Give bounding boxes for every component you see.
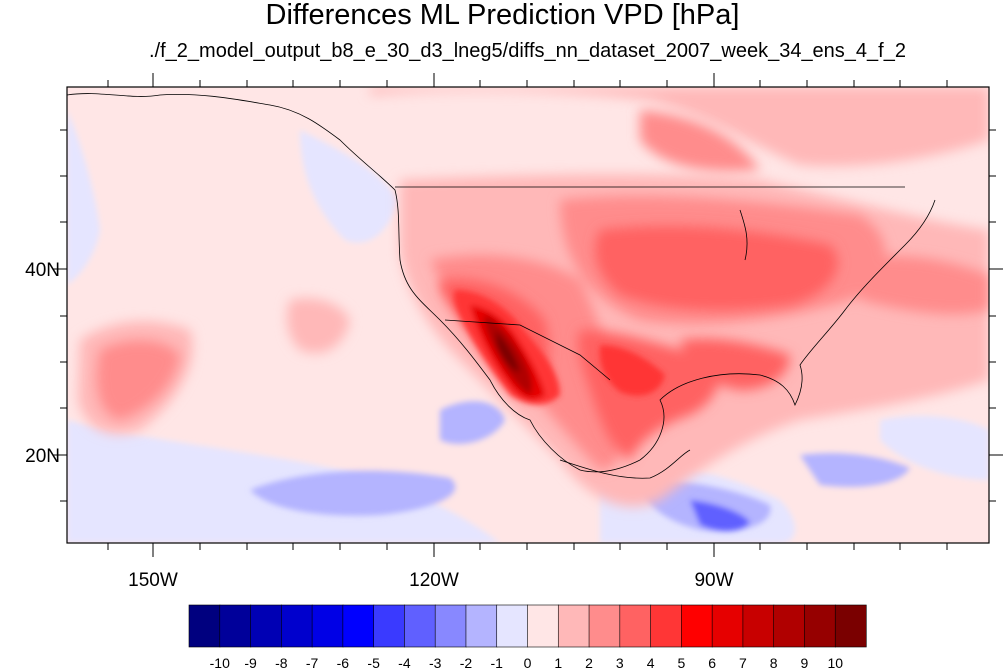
colorbar-swatch <box>342 604 375 648</box>
tick-marks <box>53 73 1003 557</box>
gulf-atlantic-coast <box>639 199 936 461</box>
page-subtitle: ./f_2_model_output_b8_e_30_d3_lneg5/diff… <box>149 40 906 62</box>
colorbar-label: 5 <box>677 655 685 671</box>
colorbar-swatch <box>373 604 406 648</box>
colorbar-swatch <box>527 604 559 648</box>
colorbar-label: 3 <box>616 655 624 671</box>
colorbar-label: 4 <box>647 655 655 671</box>
field-dark-red <box>453 290 665 405</box>
colorbar-label: -5 <box>367 655 380 671</box>
colorbar-swatch <box>619 604 652 648</box>
colorbar-label: 6 <box>708 655 716 671</box>
lon-label-120w: 120W <box>409 570 459 591</box>
colorbar-swatch <box>311 604 344 648</box>
colorbar-label: -6 <box>337 655 350 671</box>
colorbar-label: -8 <box>275 655 288 671</box>
lon-label-150w: 150W <box>128 570 178 591</box>
colorbar: -10 -9 -8 -7 -6 -5 -4 -3 -2 -1 0 1 2 3 4 5 6 7 8 9 10 <box>188 604 867 671</box>
colorbar-label: -4 <box>398 655 411 671</box>
colorbar-swatch <box>711 604 744 648</box>
colorbar-swatch <box>281 604 313 648</box>
colorbar-label: 7 <box>739 655 747 671</box>
page-title: Differences ML Prediction VPD [hPa] <box>265 0 740 31</box>
colorbar-swatch <box>773 604 806 648</box>
lat-label-20n: 20N <box>25 446 60 467</box>
colorbar-label: -3 <box>429 655 442 671</box>
colorbar-label: 9 <box>801 655 809 671</box>
colorbar-label: 10 <box>827 655 843 671</box>
colorbar-swatch <box>404 604 436 648</box>
colorbar-swatch <box>650 604 682 648</box>
map-frame <box>66 86 990 544</box>
great-lakes <box>739 209 748 261</box>
colorbar-swatch <box>681 604 713 648</box>
colorbar-swatch <box>465 604 498 648</box>
mexico-coast <box>559 449 691 479</box>
colorbar-label: 2 <box>585 655 593 671</box>
colorbar-label: -9 <box>244 655 257 671</box>
colorbar-label: -1 <box>491 655 504 671</box>
colorbar-label: 0 <box>524 655 532 671</box>
colorbar-swatch <box>496 604 529 648</box>
coastlines <box>67 93 936 479</box>
colorbar-swatch <box>219 604 252 648</box>
colorbar-swatch <box>557 604 590 648</box>
colorbar-label: 8 <box>770 655 778 671</box>
colorbar-label: -2 <box>460 655 473 671</box>
colorbar-swatch <box>834 604 867 648</box>
colorbar-swatch <box>188 604 221 648</box>
colorbar-swatch <box>742 604 775 648</box>
colorbar-label: -7 <box>306 655 319 671</box>
us-mexico-border <box>444 319 611 381</box>
colorbar-swatch <box>250 604 282 648</box>
colorbar-swatch <box>434 604 467 648</box>
colorbar-swatch <box>588 604 621 648</box>
colorbar-swatch <box>804 604 836 648</box>
colorbar-label: 1 <box>554 655 562 671</box>
pacific-coast <box>67 93 641 473</box>
vpd-difference-field <box>67 87 989 543</box>
lon-label-90w: 90W <box>694 570 733 591</box>
lat-label-40n: 40N <box>25 260 60 281</box>
colorbar-label: -10 <box>210 655 230 671</box>
